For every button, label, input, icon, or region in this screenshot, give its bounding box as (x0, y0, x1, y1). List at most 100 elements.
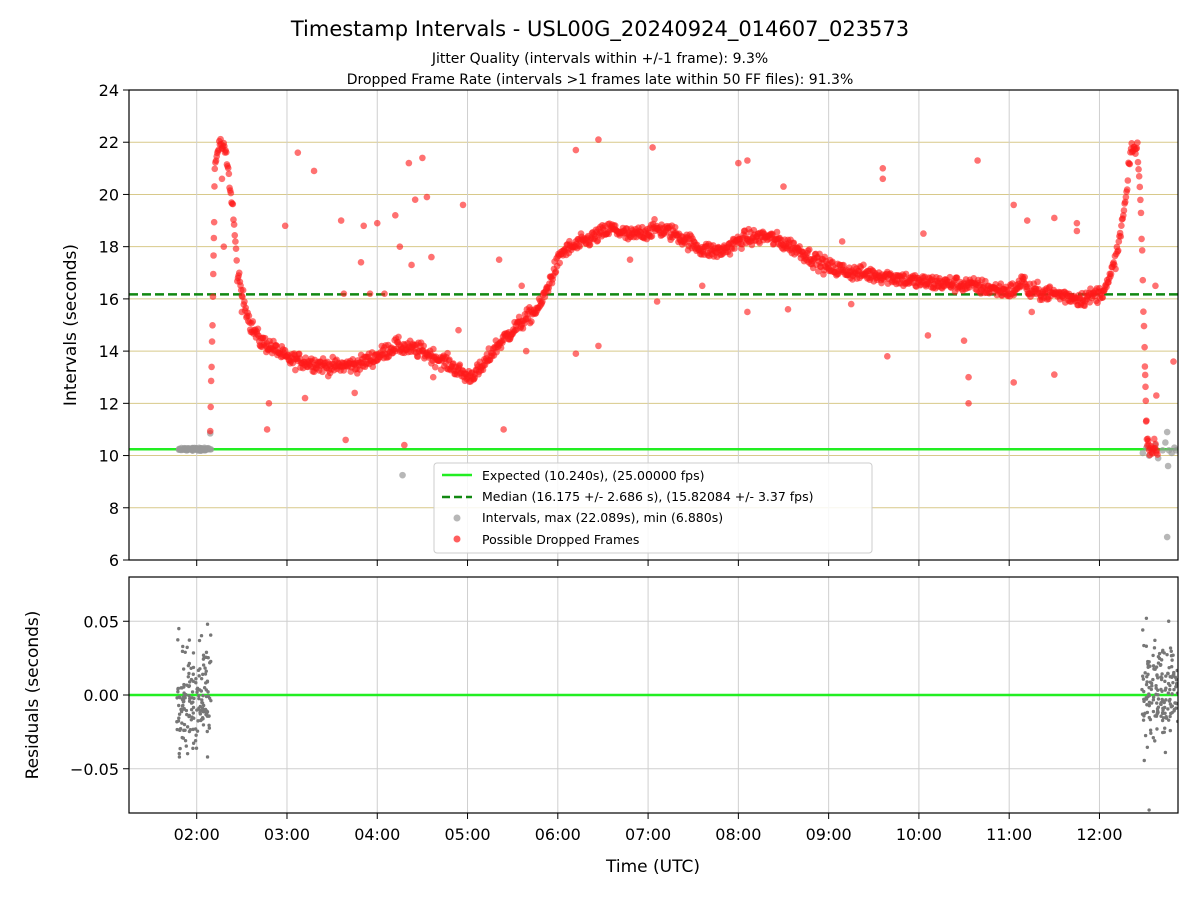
residual-point (191, 727, 195, 732)
residual-point (195, 690, 199, 694)
interval-point (1172, 447, 1178, 454)
dropped-frame-point (265, 400, 273, 407)
residual-point (209, 698, 213, 703)
y-tick-label: 8 (109, 499, 119, 518)
interval-point (399, 471, 406, 479)
residual-point (187, 638, 192, 642)
residual-point (176, 686, 180, 691)
dropped-frame-point (210, 218, 218, 226)
residual-point (1168, 728, 1173, 733)
dropped-frame-point (227, 189, 235, 197)
residual-point (1160, 672, 1164, 676)
dropped-frame-point (744, 157, 751, 164)
residual-point (189, 718, 194, 722)
dropped-frame-point (594, 237, 602, 244)
dropped-frame-point (1134, 139, 1141, 146)
residual-point (1160, 718, 1165, 723)
residual-point (180, 686, 184, 690)
residual-point (189, 666, 193, 670)
interval-point (1159, 447, 1166, 454)
residual-point (1163, 726, 1167, 730)
residual-point (199, 676, 204, 681)
residual-point (191, 651, 196, 655)
residual-point (1151, 736, 1156, 740)
residual-points (175, 616, 1178, 812)
x-axis-label: Time (UTC) (605, 857, 700, 877)
dropped-frame-point (357, 259, 365, 266)
legend-intervals-swatch (453, 514, 461, 522)
residual-point (1148, 680, 1152, 684)
dropped-frame-point (500, 426, 507, 433)
residual-point (197, 638, 202, 643)
residual-point (206, 690, 210, 694)
residual-point (200, 698, 204, 702)
residual-point (1146, 672, 1150, 677)
dropped-frame-point (651, 216, 658, 223)
residual-point (176, 690, 180, 694)
residual-point (177, 755, 182, 759)
dropped-frame-point (1152, 440, 1159, 448)
dropped-frame-point (459, 201, 467, 209)
residual-point (1141, 628, 1145, 632)
dropped-frame-point (1073, 219, 1081, 227)
residual-point (1159, 658, 1164, 662)
residual-point (1159, 702, 1163, 706)
residual-point (1154, 686, 1158, 690)
residual-point (1146, 662, 1150, 667)
y-tick-label: 18 (99, 238, 119, 257)
dropped-frame-point (396, 243, 404, 250)
residual-point (203, 707, 208, 712)
dropped-frame-point (1141, 343, 1148, 351)
residual-point (1151, 664, 1156, 668)
dropped-frame-point (572, 350, 580, 358)
dropped-frame-point (342, 436, 349, 444)
dropped-frame-point (735, 159, 742, 167)
residual-point (1140, 674, 1145, 678)
residual-point (1151, 698, 1156, 702)
residual-point (1168, 687, 1172, 692)
dropped-frame-point (249, 318, 257, 325)
dropped-frame-point (235, 269, 243, 277)
residual-point (191, 741, 196, 745)
dropped-frame-point (218, 175, 226, 183)
x-tick-label: 03:00 (264, 825, 310, 844)
residual-point (204, 650, 209, 655)
residual-point (177, 728, 181, 732)
residual-point (181, 667, 186, 671)
residual-point (197, 696, 201, 701)
legend: Expected (10.240s), (25.00000 fps) Media… (433, 462, 873, 554)
dropped-frame-point (556, 259, 564, 267)
residual-point (182, 707, 186, 711)
dropped-frame-point (1010, 379, 1017, 386)
dropped-frame-point (423, 193, 431, 201)
residual-point (177, 626, 181, 631)
residual-point (1158, 663, 1163, 667)
dropped-frame-point (229, 200, 237, 208)
dropped-frame-point (1115, 238, 1123, 245)
dropped-frame-point (456, 361, 464, 368)
residual-point (1172, 687, 1176, 692)
dropped-frame-point (241, 298, 248, 305)
residual-point (203, 666, 207, 670)
residual-point (1160, 689, 1164, 693)
dropped-frame-point (233, 257, 240, 264)
dropped-frame-point (1152, 282, 1159, 290)
residuals-x-ticks: 02:00 03:00 04:00 05:00 06:00 07:00 08:00 09:00… (174, 813, 1123, 844)
dropped-frame-point (497, 344, 505, 352)
y-tick-label: 16 (99, 290, 119, 309)
x-tick-label: 08:00 (715, 825, 761, 844)
dropped-frame-point (1051, 214, 1058, 222)
residual-point (182, 682, 186, 687)
dropped-frame-point (414, 353, 422, 360)
dropped-frame-point (431, 363, 439, 371)
residual-point (1161, 711, 1165, 716)
interval-points (175, 135, 1178, 541)
residual-point (1142, 758, 1146, 763)
dropped-frame-point (366, 290, 374, 297)
residual-point (1170, 692, 1174, 696)
x-tick-label: 11:00 (986, 825, 1032, 844)
dropped-frame-point (405, 159, 413, 167)
residual-point (1173, 701, 1177, 705)
dropped-frame-point (206, 427, 214, 435)
interval-point (1139, 449, 1147, 457)
